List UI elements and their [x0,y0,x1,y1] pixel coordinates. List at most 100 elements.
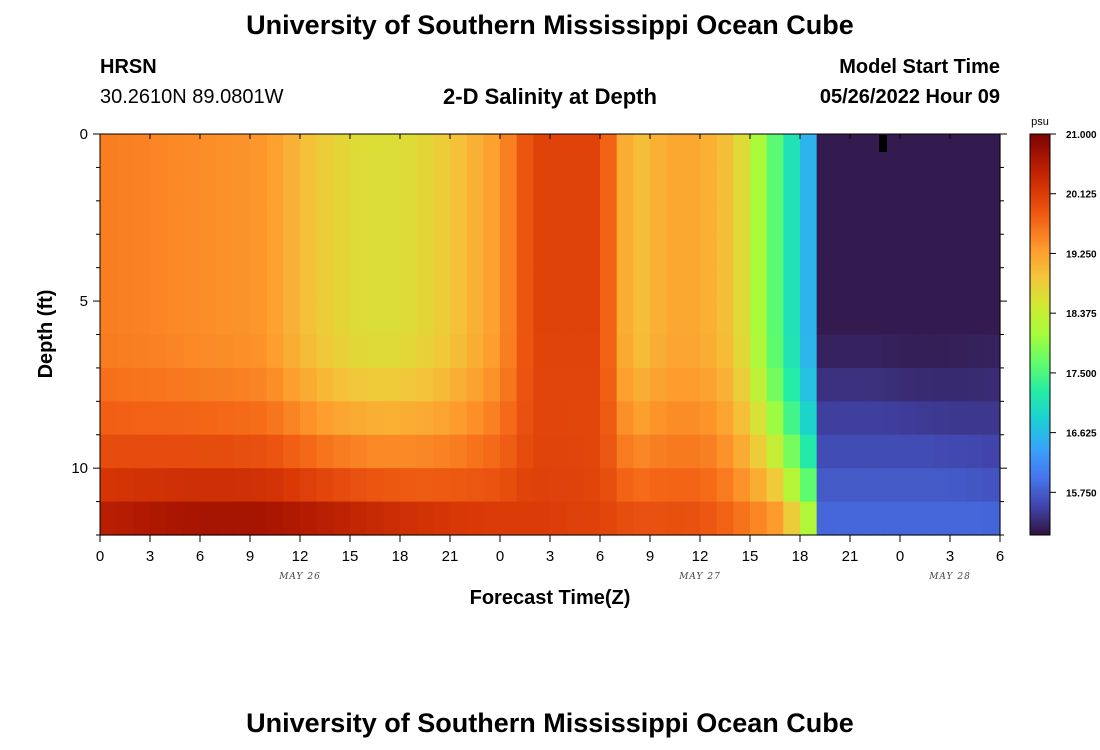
heatmap-cell [250,200,268,235]
heatmap-cell [233,434,251,469]
heatmap-cell [600,334,618,369]
heatmap-cell [700,234,718,269]
heatmap-cell [200,134,218,169]
heatmap-cell [500,267,518,302]
heatmap-cell [433,367,451,402]
heatmap-cell [566,367,584,402]
heatmap-cell [100,200,118,235]
heatmap-cell [766,501,784,536]
heatmap-cell [733,167,751,202]
heatmap-cell [666,434,684,469]
heatmap-cell [483,267,501,302]
heatmap-cell [866,234,884,269]
y-axis-title: Depth (ft) [35,290,57,379]
heatmap-cell [150,267,168,302]
heatmap-cell [533,234,551,269]
heatmap-cell [100,334,118,369]
heatmap-cell [500,501,518,536]
heatmap-cell [500,167,518,202]
heatmap-cell [150,234,168,269]
heatmap-cell [350,501,368,536]
heatmap-cell [933,200,951,235]
heatmap-cell [833,367,851,402]
heatmap-cell [483,501,501,536]
heatmap-cell [366,468,384,503]
heatmap-cell [633,134,651,169]
heatmap-cell [216,200,234,235]
heatmap-cell [933,434,951,469]
heatmap-cell [533,468,551,503]
heatmap-cell [750,167,768,202]
x-tick-label: 0 [896,548,904,565]
heatmap-cell [850,401,868,436]
heatmap-cell [600,301,618,336]
heatmap-cell [200,434,218,469]
heatmap-cell [283,134,301,169]
heatmap-cell [850,468,868,503]
heatmap-cell [233,267,251,302]
heatmap-cell [216,468,234,503]
heatmap-cell [450,501,468,536]
heatmap-cell [816,334,834,369]
heatmap-cell [966,401,984,436]
heatmap-cell [933,134,951,169]
heatmap-cell [766,434,784,469]
heatmap-cell [683,367,701,402]
heatmap-cell [316,401,334,436]
heatmap-cell [683,401,701,436]
heatmap-cell [183,334,201,369]
heatmap-cell [616,501,634,536]
heatmap-cell [766,301,784,336]
station-id: HRSN [100,56,157,78]
heatmap-cell [416,301,434,336]
heatmap-cell [850,134,868,169]
heatmap-cell [966,167,984,202]
heatmap-cell [550,367,568,402]
heatmap-cell [216,401,234,436]
heatmap-cell [133,434,151,469]
station-coordinates: 30.2610N 89.0801W [100,86,284,108]
heatmap-cell [983,334,1001,369]
heatmap-cell [766,468,784,503]
heatmap-cell [333,134,351,169]
heatmap-cell [716,501,734,536]
heatmap-cell [450,468,468,503]
heatmap-cell [783,468,801,503]
x-tick-label: 21 [842,548,859,565]
heatmap-cell [966,334,984,369]
heatmap-cell [183,200,201,235]
heatmap-cell [200,234,218,269]
heatmap-cell [316,468,334,503]
heatmap-cell [833,334,851,369]
heatmap-cell [116,334,134,369]
heatmap-cell [683,501,701,536]
heatmap-cell [216,134,234,169]
heatmap-cell [133,468,151,503]
heatmap-cell [800,501,818,536]
heatmap-cell [950,200,968,235]
heatmap-cell [716,134,734,169]
heatmap-cell [683,200,701,235]
heatmap-cell [400,301,418,336]
heatmap-cell [116,468,134,503]
heatmap-cell [383,301,401,336]
heatmap-cell [850,267,868,302]
heatmap-cell [400,367,418,402]
heatmap-cell [500,434,518,469]
colorbar-tick-label: 20.125 [1066,190,1097,201]
heatmap-cell [133,334,151,369]
heatmap-cell [883,134,901,169]
heatmap-cell [500,134,518,169]
heatmap-cell [800,401,818,436]
heatmap-cell [650,167,668,202]
heatmap-cell [816,267,834,302]
heatmap-cell [866,401,884,436]
heatmap-cell [416,367,434,402]
heatmap-cell [400,434,418,469]
heatmap-cell [400,167,418,202]
heatmap-cell [950,334,968,369]
heatmap-cell [700,134,718,169]
heatmap-cell [516,134,534,169]
heatmap-cell [466,200,484,235]
heatmap-cell [300,134,318,169]
